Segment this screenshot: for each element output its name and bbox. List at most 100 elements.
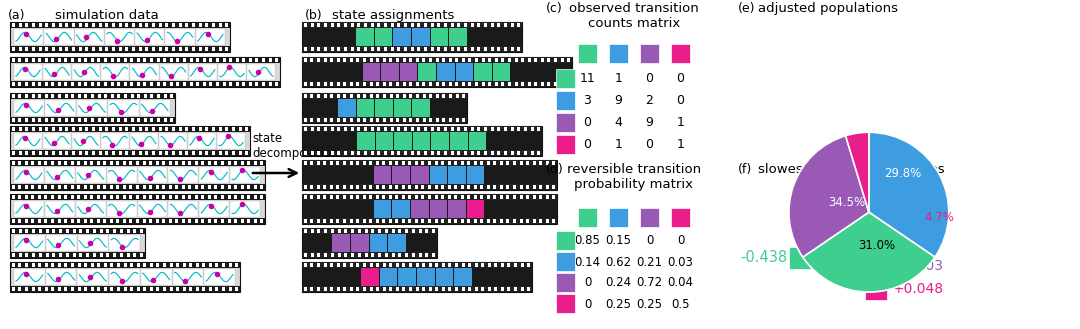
Bar bbox=[18, 151, 22, 155]
Bar bbox=[12, 219, 15, 223]
Bar bbox=[38, 185, 41, 189]
Bar bbox=[91, 161, 93, 165]
Bar bbox=[72, 127, 75, 131]
Bar bbox=[104, 82, 107, 86]
Bar bbox=[228, 185, 230, 189]
Bar bbox=[201, 161, 204, 165]
Bar bbox=[316, 219, 320, 223]
Bar bbox=[93, 229, 96, 233]
Bar bbox=[70, 185, 73, 189]
Bar bbox=[105, 151, 108, 155]
Bar bbox=[124, 94, 127, 98]
Bar bbox=[10, 184, 265, 190]
Bar bbox=[528, 58, 530, 62]
Bar bbox=[150, 58, 153, 62]
Bar bbox=[462, 58, 464, 62]
Bar bbox=[443, 94, 445, 98]
Bar bbox=[351, 234, 368, 252]
Bar bbox=[10, 262, 240, 292]
Bar bbox=[185, 23, 188, 27]
Bar bbox=[330, 151, 334, 155]
Bar bbox=[117, 58, 120, 62]
Bar bbox=[44, 58, 48, 62]
Bar bbox=[400, 63, 418, 81]
Bar bbox=[222, 287, 225, 291]
Bar bbox=[477, 47, 481, 51]
Bar bbox=[208, 185, 211, 189]
Bar bbox=[140, 229, 144, 233]
Bar bbox=[303, 263, 307, 267]
Bar bbox=[10, 57, 280, 87]
Bar bbox=[39, 229, 42, 233]
Bar bbox=[52, 253, 55, 257]
Bar bbox=[435, 268, 454, 286]
Bar bbox=[513, 195, 516, 199]
Bar bbox=[175, 185, 178, 189]
Bar bbox=[12, 127, 15, 131]
Bar bbox=[239, 151, 242, 155]
Bar bbox=[442, 58, 445, 62]
Bar bbox=[77, 195, 80, 199]
Bar bbox=[426, 253, 429, 257]
Bar bbox=[248, 82, 252, 86]
Bar bbox=[392, 229, 394, 233]
Bar bbox=[302, 126, 542, 132]
Bar bbox=[131, 82, 133, 86]
Bar bbox=[235, 263, 239, 267]
Text: 9: 9 bbox=[615, 94, 622, 108]
Bar bbox=[461, 195, 463, 199]
Bar bbox=[381, 63, 399, 81]
Bar bbox=[323, 195, 326, 199]
Bar bbox=[311, 253, 313, 257]
Bar bbox=[389, 219, 392, 223]
Bar bbox=[444, 23, 447, 27]
Bar bbox=[136, 195, 139, 199]
Bar bbox=[135, 29, 164, 45]
Bar bbox=[194, 161, 198, 165]
Bar bbox=[545, 185, 549, 189]
Bar bbox=[363, 82, 366, 86]
Bar bbox=[474, 219, 476, 223]
Bar bbox=[517, 127, 521, 131]
Bar bbox=[92, 47, 95, 51]
Bar bbox=[239, 127, 242, 131]
Bar bbox=[316, 263, 320, 267]
Bar bbox=[185, 151, 188, 155]
Bar bbox=[222, 58, 226, 62]
Bar bbox=[330, 127, 334, 131]
Bar bbox=[436, 94, 438, 98]
Bar bbox=[609, 208, 627, 227]
Bar bbox=[492, 63, 511, 81]
Bar bbox=[310, 94, 313, 98]
Bar bbox=[316, 82, 320, 86]
Bar bbox=[350, 94, 353, 98]
Bar bbox=[78, 58, 81, 62]
Bar bbox=[448, 58, 451, 62]
Bar bbox=[225, 151, 228, 155]
Bar bbox=[302, 22, 522, 28]
Bar bbox=[487, 195, 490, 199]
Bar bbox=[450, 132, 468, 150]
Bar bbox=[450, 47, 454, 51]
Bar bbox=[382, 195, 386, 199]
Bar bbox=[39, 151, 41, 155]
Bar bbox=[70, 219, 73, 223]
Bar bbox=[199, 23, 202, 27]
Bar bbox=[343, 263, 347, 267]
Text: 0: 0 bbox=[584, 297, 591, 311]
Bar bbox=[421, 219, 424, 223]
Bar bbox=[343, 47, 347, 51]
Bar bbox=[117, 185, 120, 189]
Bar bbox=[350, 161, 352, 165]
Bar bbox=[343, 185, 346, 189]
Bar bbox=[408, 195, 411, 199]
Bar bbox=[241, 161, 244, 165]
Bar bbox=[392, 253, 394, 257]
Bar bbox=[10, 252, 145, 258]
Bar bbox=[526, 195, 529, 199]
Bar bbox=[350, 263, 353, 267]
Bar bbox=[437, 127, 441, 131]
Text: (f): (f) bbox=[738, 163, 753, 176]
Bar bbox=[10, 126, 249, 156]
Bar bbox=[495, 263, 498, 267]
